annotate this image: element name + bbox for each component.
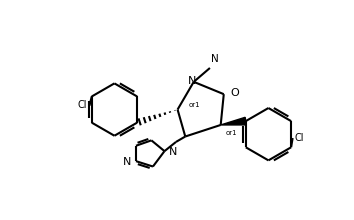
Polygon shape (221, 117, 246, 125)
Text: N: N (169, 147, 177, 157)
Text: or1: or1 (225, 130, 237, 136)
Text: N: N (188, 76, 196, 86)
Text: N: N (123, 157, 131, 167)
Text: O: O (231, 88, 239, 98)
Text: or1: or1 (188, 102, 200, 108)
Text: Cl: Cl (295, 133, 304, 143)
Text: N: N (211, 54, 218, 64)
Text: Cl: Cl (78, 100, 87, 110)
